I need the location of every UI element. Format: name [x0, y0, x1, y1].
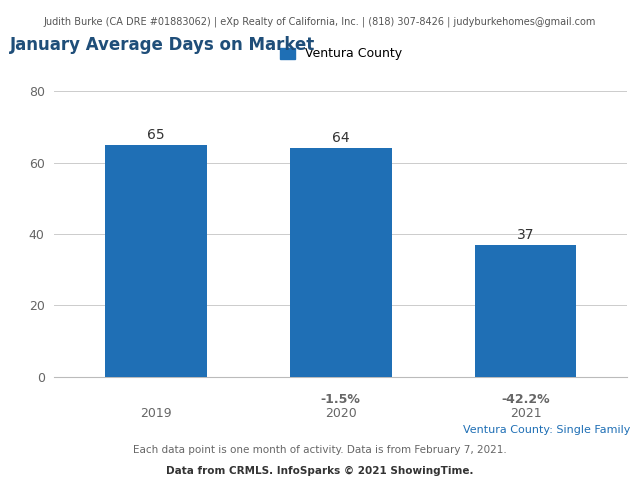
- Text: -1.5%: -1.5%: [321, 393, 361, 406]
- Legend: Ventura County: Ventura County: [280, 48, 402, 60]
- Text: 65: 65: [147, 128, 165, 142]
- Text: Judith Burke (CA DRE #01883062) | eXp Realty of California, Inc. | (818) 307-842: Judith Burke (CA DRE #01883062) | eXp Re…: [44, 17, 596, 27]
- Text: January Average Days on Market: January Average Days on Market: [10, 36, 315, 54]
- Text: 37: 37: [517, 228, 534, 242]
- Bar: [105, 145, 207, 377]
- Text: Each data point is one month of activity. Data is from February 7, 2021.: Each data point is one month of activity…: [133, 445, 507, 456]
- Text: -42.2%: -42.2%: [501, 393, 550, 406]
- Text: Ventura County: Single Family: Ventura County: Single Family: [463, 425, 630, 435]
- Text: 64: 64: [332, 132, 349, 145]
- Bar: [290, 148, 392, 377]
- Text: Data from CRMLS. InfoSparks © 2021 ShowingTime.: Data from CRMLS. InfoSparks © 2021 Showi…: [166, 466, 474, 476]
- Bar: [475, 245, 577, 377]
